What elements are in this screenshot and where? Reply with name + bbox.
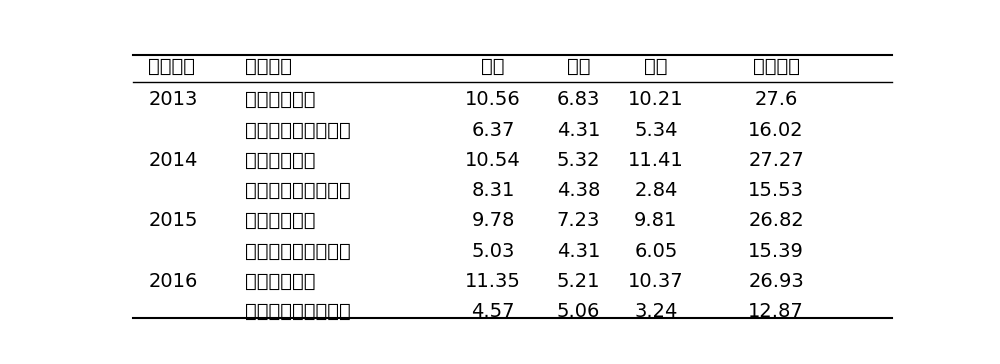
Text: 2.84: 2.84 xyxy=(634,181,678,200)
Text: 27.6: 27.6 xyxy=(754,90,798,109)
Text: 5.03: 5.03 xyxy=(471,242,515,261)
Text: 本发明桔梗大葱间作: 本发明桔梗大葱间作 xyxy=(245,302,351,321)
Text: 产地桔梗单作: 产地桔梗单作 xyxy=(245,272,316,291)
Text: 2016: 2016 xyxy=(148,272,198,291)
Text: 10.54: 10.54 xyxy=(465,151,521,170)
Text: 10.21: 10.21 xyxy=(628,90,684,109)
Text: 9.78: 9.78 xyxy=(471,211,515,230)
Text: 8.31: 8.31 xyxy=(471,181,515,200)
Text: 9.81: 9.81 xyxy=(634,211,678,230)
Text: 5.06: 5.06 xyxy=(557,302,600,321)
Text: 16.02: 16.02 xyxy=(748,120,804,139)
Text: 3.24: 3.24 xyxy=(634,302,678,321)
Text: 27.27: 27.27 xyxy=(748,151,804,170)
Text: 11.35: 11.35 xyxy=(465,272,521,291)
Text: 2014: 2014 xyxy=(148,151,198,170)
Text: 6.83: 6.83 xyxy=(557,90,600,109)
Text: 重度: 重度 xyxy=(644,57,668,76)
Text: 7.23: 7.23 xyxy=(557,211,600,230)
Text: 总发病率: 总发病率 xyxy=(753,57,800,76)
Text: 6.05: 6.05 xyxy=(634,242,678,261)
Text: 12.87: 12.87 xyxy=(748,302,804,321)
Text: 中度: 中度 xyxy=(567,57,590,76)
Text: 4.38: 4.38 xyxy=(557,181,600,200)
Text: 15.53: 15.53 xyxy=(748,181,804,200)
Text: 本发明桔梗大葱间作: 本发明桔梗大葱间作 xyxy=(245,181,351,200)
Text: 5.34: 5.34 xyxy=(634,120,678,139)
Text: 10.56: 10.56 xyxy=(465,90,521,109)
Text: 5.32: 5.32 xyxy=(557,151,600,170)
Text: 4.57: 4.57 xyxy=(471,302,515,321)
Text: 本发明桔梗大葱间作: 本发明桔梗大葱间作 xyxy=(245,242,351,261)
Text: 产地桔梗单作: 产地桔梗单作 xyxy=(245,211,316,230)
Text: 轻度: 轻度 xyxy=(481,57,505,76)
Text: 10.37: 10.37 xyxy=(628,272,684,291)
Text: 26.93: 26.93 xyxy=(748,272,804,291)
Text: 种植方式: 种植方式 xyxy=(245,57,292,76)
Text: 11.41: 11.41 xyxy=(628,151,684,170)
Text: 种植年度: 种植年度 xyxy=(148,57,195,76)
Text: 本发明桔梗大葱间作: 本发明桔梗大葱间作 xyxy=(245,120,351,139)
Text: 15.39: 15.39 xyxy=(748,242,804,261)
Text: 5.21: 5.21 xyxy=(557,272,600,291)
Text: 6.37: 6.37 xyxy=(471,120,515,139)
Text: 4.31: 4.31 xyxy=(557,120,600,139)
Text: 2015: 2015 xyxy=(148,211,198,230)
Text: 产地桔梗单作: 产地桔梗单作 xyxy=(245,151,316,170)
Text: 产地桔梗单作: 产地桔梗单作 xyxy=(245,90,316,109)
Text: 2013: 2013 xyxy=(148,90,198,109)
Text: 26.82: 26.82 xyxy=(748,211,804,230)
Text: 4.31: 4.31 xyxy=(557,242,600,261)
